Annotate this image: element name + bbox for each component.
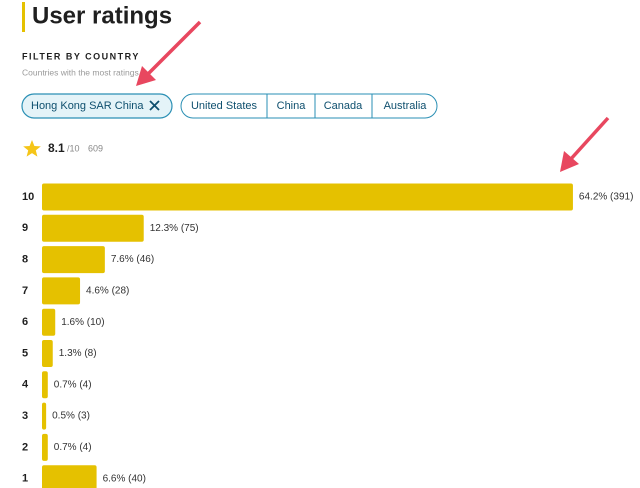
rating-score: 8.1 bbox=[48, 141, 65, 155]
chip-label[interactable]: Canada bbox=[324, 100, 363, 112]
category-label: 1 bbox=[22, 473, 28, 485]
value-label: 6.6% (40) bbox=[103, 473, 146, 484]
value-label: 7.6% (46) bbox=[111, 254, 154, 265]
annotation-arrow bbox=[136, 20, 202, 86]
category-label: 2 bbox=[22, 441, 28, 453]
category-label: 10 bbox=[22, 191, 34, 203]
value-label: 0.7% (4) bbox=[54, 442, 92, 453]
rating-scale: /10 bbox=[67, 143, 80, 153]
bar bbox=[42, 246, 105, 274]
value-label: 0.7% (4) bbox=[54, 379, 92, 390]
category-label: 4 bbox=[22, 379, 29, 391]
category-label: 5 bbox=[22, 347, 28, 359]
value-label: 1.6% (10) bbox=[61, 317, 104, 328]
category-label: 7 bbox=[22, 285, 28, 297]
category-label: 3 bbox=[22, 410, 28, 422]
chip-label: Hong Kong SAR China bbox=[31, 100, 144, 112]
value-label: 1.3% (8) bbox=[59, 348, 97, 359]
star-icon bbox=[23, 140, 41, 157]
category-label: 9 bbox=[22, 222, 28, 234]
page-title: User ratings bbox=[32, 2, 172, 29]
bar bbox=[42, 183, 573, 211]
value-label: 4.6% (28) bbox=[86, 286, 129, 297]
rating-count: 609 bbox=[88, 143, 103, 153]
bar bbox=[42, 308, 56, 336]
chip-label[interactable]: China bbox=[277, 100, 307, 112]
annotation-arrow bbox=[560, 116, 610, 172]
bar bbox=[42, 371, 48, 399]
filter-label: FILTER BY COUNTRY bbox=[22, 51, 140, 61]
category-label: 8 bbox=[22, 254, 28, 266]
bar bbox=[42, 465, 97, 488]
value-label: 64.2% (391) bbox=[579, 192, 633, 203]
value-label: 12.3% (75) bbox=[150, 223, 199, 234]
bar bbox=[42, 433, 48, 461]
bar bbox=[42, 214, 144, 242]
country-chip-selected[interactable] bbox=[21, 93, 173, 119]
bar bbox=[42, 277, 81, 305]
chip-label[interactable]: Australia bbox=[384, 100, 428, 112]
category-label: 6 bbox=[22, 316, 28, 328]
bar bbox=[42, 340, 53, 367]
chip-label[interactable]: United States bbox=[191, 100, 258, 112]
country-chip-group bbox=[180, 93, 438, 119]
value-label: 0.5% (3) bbox=[52, 411, 90, 422]
rating-histogram: 10 64.2% (391) 9 12.3% (75) 8 7.6% (46) 7 4.6% … bbox=[22, 183, 633, 488]
title-accent bbox=[22, 2, 25, 32]
bar bbox=[42, 402, 47, 430]
filter-subtitle: Countries with the most ratings bbox=[22, 67, 139, 77]
chip-close-icon[interactable] bbox=[149, 100, 160, 111]
